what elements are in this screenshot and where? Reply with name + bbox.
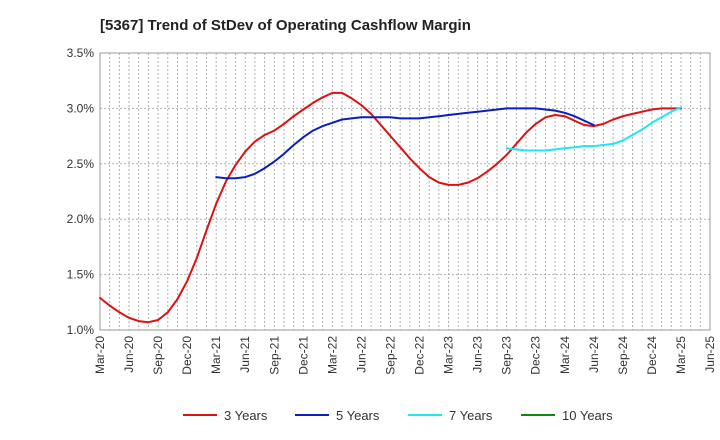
x-tick-label: Jun-21: [238, 336, 252, 373]
x-tick-label: Jun-25: [703, 336, 717, 373]
x-tick-label: Mar-21: [209, 336, 223, 374]
legend: 3 Years 5 Years 7 Years 10 Years: [183, 408, 613, 423]
y-tick-label: 1.0%: [67, 323, 95, 337]
x-tick-label: Sep-21: [267, 336, 281, 375]
x-tick-label: Mar-23: [442, 336, 456, 374]
x-tick-label: Dec-20: [180, 336, 194, 375]
x-axis: Mar-20 Jun-20 Sep-20 Dec-20 Mar-21 Jun-21 Sep-…: [93, 336, 717, 375]
y-tick-label: 2.5%: [67, 157, 95, 171]
series-line-3-years: [99, 91, 682, 324]
x-tick-label: Sep-22: [383, 336, 397, 375]
x-tick-label: Mar-20: [93, 336, 107, 374]
grid: [100, 53, 710, 330]
legend-label: 5 Years: [336, 408, 380, 423]
series-layer: [99, 91, 682, 324]
series-line-5-years: [215, 107, 595, 180]
x-tick-label: Dec-23: [529, 336, 543, 375]
x-tick-label: Mar-25: [674, 336, 688, 374]
y-tick-label: 3.0%: [67, 101, 95, 115]
x-tick-label: Jun-20: [122, 336, 136, 373]
x-tick-label: Mar-24: [558, 336, 572, 374]
x-tick-label: Sep-24: [616, 336, 630, 375]
legend-label: 7 Years: [449, 408, 493, 423]
legend-label: 3 Years: [224, 408, 268, 423]
chart-title: [5367] Trend of StDev of Operating Cashf…: [100, 17, 471, 34]
x-tick-label: Jun-24: [587, 336, 601, 373]
y-tick-label: 2.0%: [67, 212, 95, 226]
x-tick-label: Dec-22: [413, 336, 427, 375]
y-axis: 1.0% 1.5% 2.0% 2.5% 3.0% 3.5%: [67, 46, 95, 337]
x-tick-label: Sep-23: [500, 336, 514, 375]
y-tick-label: 1.5%: [67, 268, 95, 282]
x-tick-label: Mar-22: [325, 336, 339, 374]
x-tick-label: Jun-22: [354, 336, 368, 373]
x-tick-label: Sep-20: [151, 336, 165, 375]
y-tick-label: 3.5%: [67, 46, 95, 60]
x-tick-label: Dec-21: [296, 336, 310, 375]
legend-label: 10 Years: [562, 408, 613, 423]
series-line-7-years: [505, 106, 682, 152]
x-tick-label: Jun-23: [471, 336, 485, 373]
x-tick-label: Dec-24: [645, 336, 659, 375]
plot-area: [99, 52, 711, 331]
